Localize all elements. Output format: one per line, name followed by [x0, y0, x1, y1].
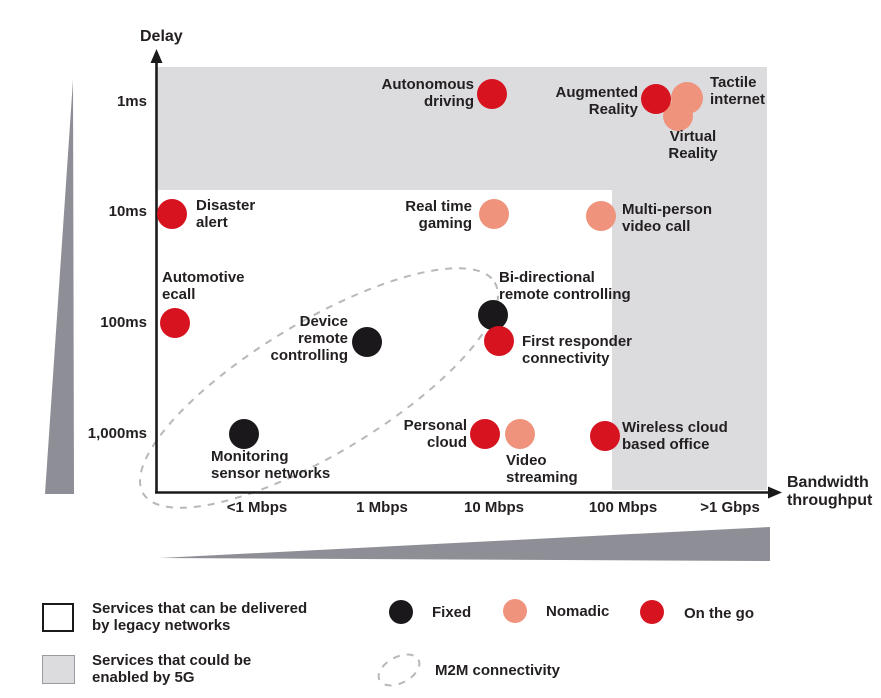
automotive-ecall-dot — [160, 308, 190, 338]
bandwidth-wedge — [160, 527, 770, 561]
autonomous-driving-dot — [477, 79, 507, 109]
x-tick-100mbps: 100 Mbps — [588, 499, 658, 516]
multi-person-video-call-label: Multi-person video call — [622, 201, 712, 236]
x-axis-arrow — [768, 486, 782, 499]
video-streaming-label: Video streaming — [506, 452, 578, 487]
y-tick-100ms: 100ms — [100, 314, 147, 331]
legend-legacy-label: Services that can be delivered by legacy… — [92, 600, 308, 635]
video-streaming-dot — [505, 419, 535, 449]
legend-5g-swatch — [42, 655, 75, 684]
augmented-reality-dot — [641, 84, 671, 114]
augmented-reality-label: Augmented Reality — [555, 84, 639, 119]
region-5g-right-column — [612, 190, 767, 490]
x-tick-lt1mbps: <1 Mbps — [226, 499, 288, 516]
monitoring-sensor-networks-label: Monitoring sensor networks — [211, 448, 331, 483]
x-axis-title: Bandwidth throughput — [787, 474, 873, 510]
y-tick-1000ms: 1,000ms — [87, 425, 147, 442]
automotive-ecall-label: Automotive ecall — [162, 269, 245, 304]
legend-fixed-dot — [389, 600, 413, 624]
real-time-gaming-dot — [479, 199, 509, 229]
x-tick-gt1gbps: >1 Gbps — [700, 499, 760, 516]
first-responder-connectivity-dot — [484, 326, 514, 356]
first-responder-connectivity-label: First responder connectivity — [522, 333, 633, 368]
wireless-cloud-based-office-label: Wireless cloud based office — [622, 419, 728, 454]
wireless-cloud-based-office-dot — [590, 421, 620, 451]
device-remote-controlling-dot — [352, 327, 382, 357]
legend-fixed-label: Fixed — [432, 604, 472, 621]
legend-onthego-label: On the go — [684, 605, 754, 622]
y-axis-title: Delay — [140, 28, 183, 45]
m2m-ellipse — [139, 267, 499, 509]
personal-cloud-dot — [470, 419, 500, 449]
delay-wedge — [45, 80, 74, 494]
personal-cloud-label: Personal cloud — [403, 417, 467, 452]
bi-directional-remote-controlling-label: Bi-directional remote controlling — [499, 269, 631, 304]
legend-5g-label: Services that could be enabled by 5G — [92, 652, 252, 687]
y-tick-1ms: 1ms — [116, 93, 147, 110]
tactile-internet-label: Tactile internet — [710, 74, 766, 109]
legend-m2m-ellipse — [377, 653, 421, 687]
legend-onthego-dot — [640, 600, 664, 624]
legend-legacy-swatch — [42, 603, 74, 632]
autonomous-driving-label: Autonomous driving — [381, 76, 474, 111]
virtual-reality-label: Virtual Reality — [668, 128, 718, 163]
monitoring-sensor-networks-dot — [229, 419, 259, 449]
y-axis-arrow — [150, 49, 163, 63]
x-tick-10mbps: 10 Mbps — [463, 499, 524, 516]
multi-person-video-call-dot — [586, 201, 616, 231]
disaster-alert-dot — [157, 199, 187, 229]
disaster-alert-label: Disaster alert — [196, 197, 256, 232]
legend-nomadic-dot — [503, 599, 527, 623]
bi-directional-remote-controlling-dot — [478, 300, 508, 330]
legend-m2m-label: M2M connectivity — [435, 662, 561, 679]
legend-m2m-ellipse-canvas — [377, 653, 421, 687]
y-tick-10ms: 10ms — [108, 203, 147, 220]
real-time-gaming-label: Real time gaming — [405, 198, 472, 233]
device-remote-controlling-label: Device remote controlling — [270, 313, 349, 365]
legend-nomadic-label: Nomadic — [546, 603, 610, 620]
x-tick-1mbps: 1 Mbps — [356, 499, 408, 516]
